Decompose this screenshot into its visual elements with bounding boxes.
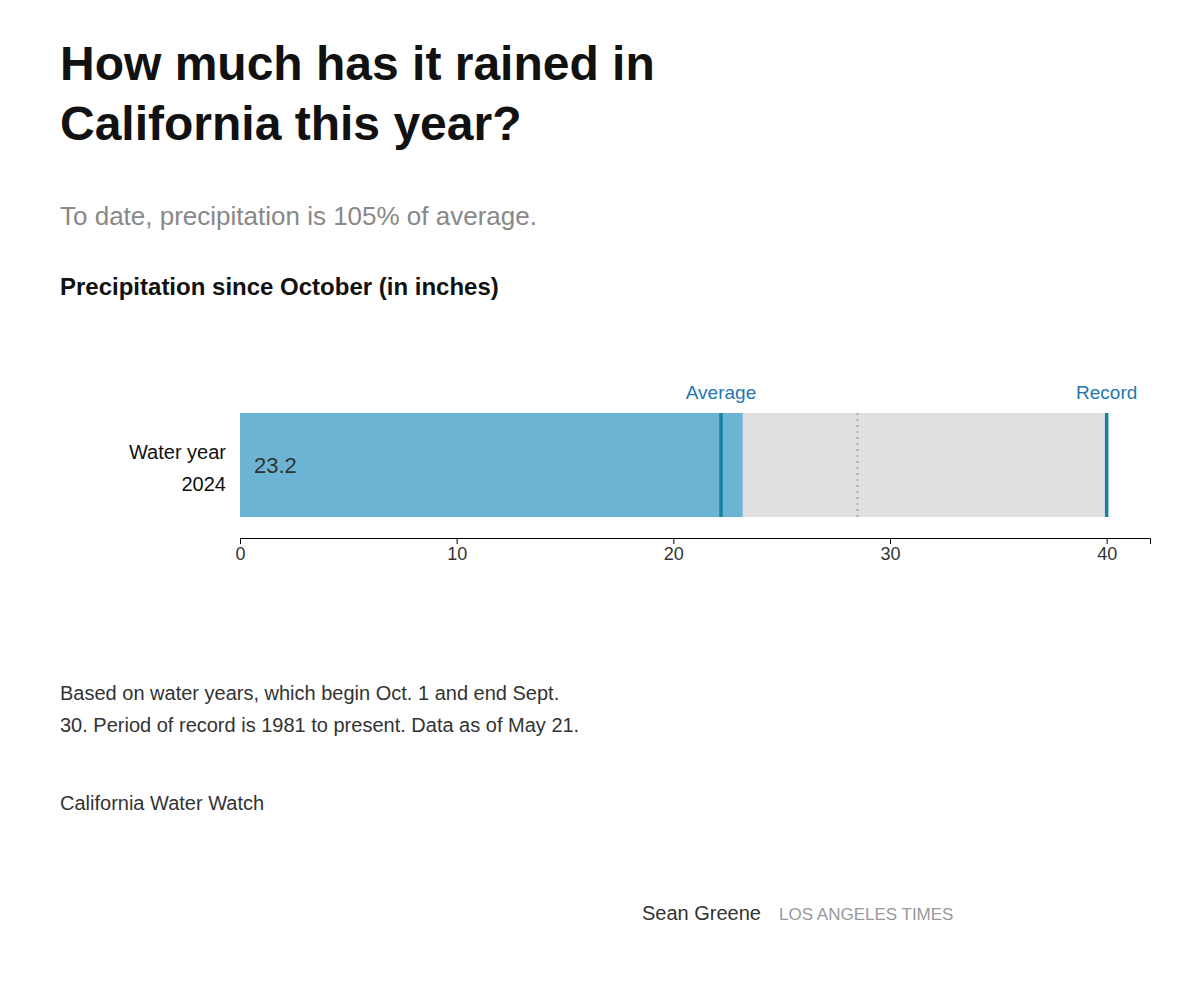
reference-line (1105, 413, 1109, 517)
subtitle: To date, precipitation is 105% of averag… (60, 201, 537, 231)
x-tick: 0 (235, 538, 245, 564)
chart-container: How much has it rained in California this… (0, 0, 1200, 1005)
x-tick: 40 (1097, 538, 1117, 564)
x-tick-label: 40 (1097, 544, 1117, 564)
y-axis: 2024 (182, 473, 227, 495)
footnote: 30. Period of record is 1981 to present.… (60, 714, 579, 736)
reference-line (719, 413, 723, 517)
title: How much has it rained in (60, 37, 655, 90)
y-tick-label: 2024 (182, 473, 227, 495)
annotation: Average (686, 382, 756, 403)
footnote: Based on water years, which begin Oct. 1… (60, 682, 559, 704)
x-tick: 10 (447, 538, 467, 564)
x-axis-title: Precipitation since October (in inches) (60, 273, 499, 300)
bar (240, 413, 743, 517)
y-axis-title: Water year (129, 441, 226, 463)
credit-name: Sean Greene (642, 902, 761, 924)
y-tick: 2024 (182, 473, 227, 495)
credit-outlet: LOS ANGELES TIMES (779, 905, 953, 924)
x-tick: 30 (880, 538, 900, 564)
annotation: Record (1076, 382, 1137, 403)
x-axis-line (241, 539, 1151, 545)
source: California Water Watch (60, 792, 264, 814)
title: California this year? (60, 97, 521, 150)
x-tick-label: 10 (447, 544, 467, 564)
data-label: 23.2 (254, 453, 297, 478)
dotted-reference-line (857, 413, 859, 517)
x-tick-label: 0 (235, 544, 245, 564)
chart-svg: How much has it rained in California this… (0, 0, 1200, 1005)
x-tick-label: 30 (880, 544, 900, 564)
background-bar (240, 413, 1107, 517)
x-axis: 0 10 20 30 40 (235, 538, 1150, 564)
plot-marks (240, 413, 1107, 517)
x-tick: 20 (664, 538, 684, 564)
x-tick-label: 20 (664, 544, 684, 564)
